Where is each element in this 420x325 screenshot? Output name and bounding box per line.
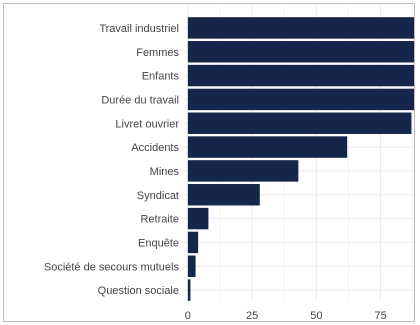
bar-7 xyxy=(187,184,260,206)
category-label: Société de secours mutuels xyxy=(44,261,180,273)
category-label: Question sociale xyxy=(98,285,179,297)
category-label: Syndicat xyxy=(137,190,179,202)
bar-8 xyxy=(187,207,209,230)
bar-11 xyxy=(187,279,191,301)
category-label: Retraite xyxy=(140,214,179,226)
bar-10 xyxy=(187,255,196,277)
category-labels: Travail industriel Femmes Enfants Durée du … xyxy=(44,23,180,297)
category-label: Accidents xyxy=(131,142,179,154)
bar-2 xyxy=(187,64,414,87)
bar-4 xyxy=(187,112,412,134)
bar-1 xyxy=(187,41,414,63)
category-label: Durée du travail xyxy=(101,94,179,106)
x-tick-label: 0 xyxy=(185,310,191,322)
bars xyxy=(187,17,414,301)
category-label: Enfants xyxy=(142,71,180,83)
bar-0 xyxy=(187,17,414,39)
x-tick-label: 50 xyxy=(310,310,322,322)
category-label: Mines xyxy=(150,166,180,178)
bar-5 xyxy=(187,136,348,158)
x-tick-labels: 0 25 50 75 xyxy=(185,310,387,322)
category-label: Livret ouvrier xyxy=(115,118,179,130)
category-label: Enquête xyxy=(138,237,179,249)
bar-6 xyxy=(187,160,299,182)
bar-9 xyxy=(187,231,199,254)
x-tick-label: 25 xyxy=(246,310,258,322)
category-label: Femmes xyxy=(136,47,179,59)
x-tick-label: 75 xyxy=(374,310,386,322)
bar-3 xyxy=(187,88,414,111)
category-label: Travail industriel xyxy=(99,23,179,35)
